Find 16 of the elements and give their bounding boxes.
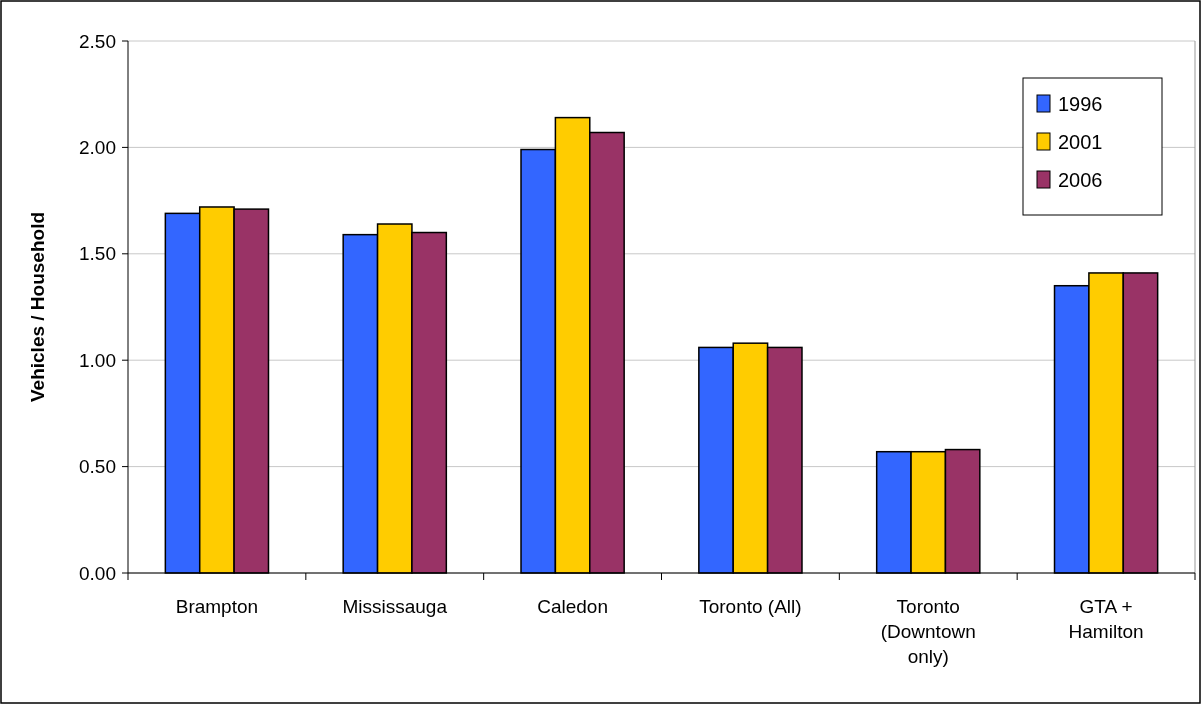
y-axis-title: Vehicles / Household: [27, 211, 48, 403]
y-tick-label: 2.50: [79, 30, 116, 52]
y-tick-label: 2.00: [79, 137, 116, 159]
legend-label: 1996: [1058, 93, 1103, 115]
y-tick-label: 0.00: [79, 562, 116, 584]
x-tick-label: Brampton: [175, 596, 259, 617]
legend-label: 2001: [1058, 131, 1103, 153]
y-tick-label: 1.00: [79, 349, 116, 371]
y-tick-label: 1.50: [79, 243, 116, 265]
y-tick-label: 0.50: [79, 456, 116, 478]
x-tick-label: Mississauga: [342, 596, 448, 617]
x-tick-label: GTA + Hamilton: [1068, 596, 1144, 642]
x-tick-label: Caledon: [537, 596, 608, 617]
legend-label: 2006: [1058, 169, 1103, 191]
x-tick-label: Toronto (Downtown only): [880, 596, 976, 667]
x-tick-label: Toronto (All): [699, 596, 802, 617]
